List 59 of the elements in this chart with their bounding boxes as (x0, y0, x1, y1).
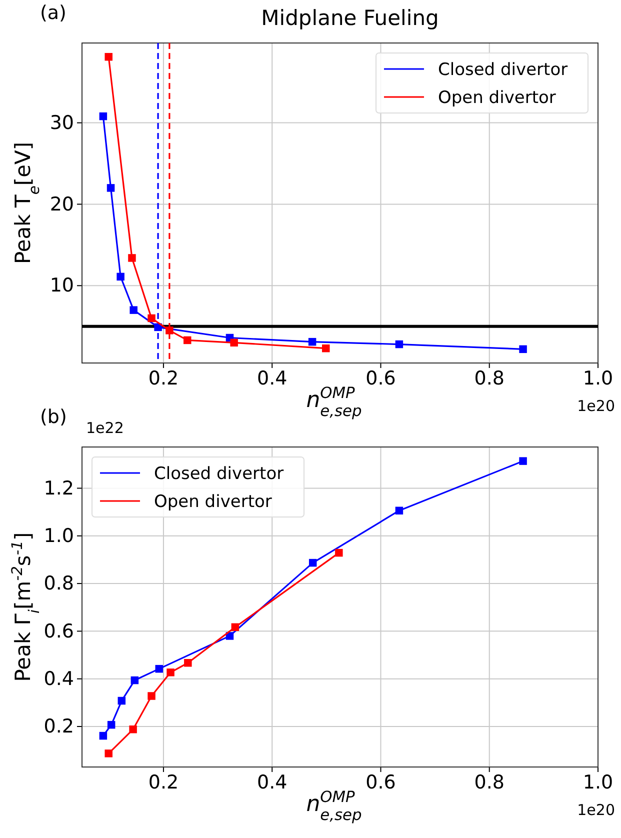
x-tick-label: 0.6 (366, 367, 396, 390)
point (184, 336, 192, 344)
point (184, 659, 192, 667)
x-tick-label: 0.4 (256, 367, 288, 390)
y-tick-label: 10 (50, 274, 74, 297)
point (395, 340, 404, 348)
point (308, 558, 317, 567)
y-tick-label: 0.4 (44, 668, 74, 690)
point (166, 668, 174, 676)
point (106, 184, 115, 192)
point (104, 52, 112, 61)
point (166, 326, 174, 334)
x-tick-label: 0.4 (256, 771, 288, 794)
point (519, 345, 527, 354)
y-tick-label: 1.2 (44, 477, 74, 500)
y-tick-label: 1.0 (44, 524, 74, 547)
point (155, 664, 163, 673)
point (128, 254, 136, 262)
x-tick-label: 0.8 (474, 367, 504, 390)
x-tick-label: 0.8 (474, 771, 504, 794)
point (130, 306, 138, 314)
text: 1e20 (577, 801, 615, 819)
x-tick-label: 1.0 (582, 367, 614, 390)
point (118, 696, 126, 705)
point (322, 344, 330, 352)
y-tick-label: 0.2 (44, 716, 74, 738)
x-tick-label: 0.2 (148, 771, 179, 794)
text: 1e20 (577, 397, 615, 415)
point (519, 457, 527, 465)
point (148, 314, 156, 322)
legend-label: Open divertor (438, 88, 556, 108)
text: (b) (40, 406, 67, 428)
point (335, 548, 343, 557)
point (99, 732, 108, 740)
y-tick-label: 0.8 (44, 572, 74, 595)
y-tick-label: 30 (50, 112, 74, 134)
point (107, 720, 116, 729)
x-tick-label: 0.2 (148, 367, 179, 390)
x-tick-label: 1.0 (582, 771, 614, 794)
chart-title: Midplane Fueling (261, 6, 439, 30)
text: (a) (40, 2, 66, 24)
point (129, 725, 137, 734)
point (130, 676, 139, 684)
x-tick-label: 0.6 (366, 771, 396, 794)
legend-label: Open divertor (154, 492, 272, 512)
y-tick-label: 0.6 (44, 620, 74, 642)
point (231, 623, 240, 632)
point (230, 338, 238, 347)
legend-label: Closed divertor (154, 464, 284, 484)
point (308, 338, 316, 346)
point (99, 112, 108, 120)
point (116, 272, 124, 281)
text: 1e22 (86, 419, 124, 437)
point (104, 750, 112, 758)
point (395, 506, 404, 514)
legend-label: Closed divertor (438, 60, 568, 80)
point (148, 692, 156, 700)
point (226, 632, 234, 640)
y-tick-label: 20 (50, 193, 74, 216)
